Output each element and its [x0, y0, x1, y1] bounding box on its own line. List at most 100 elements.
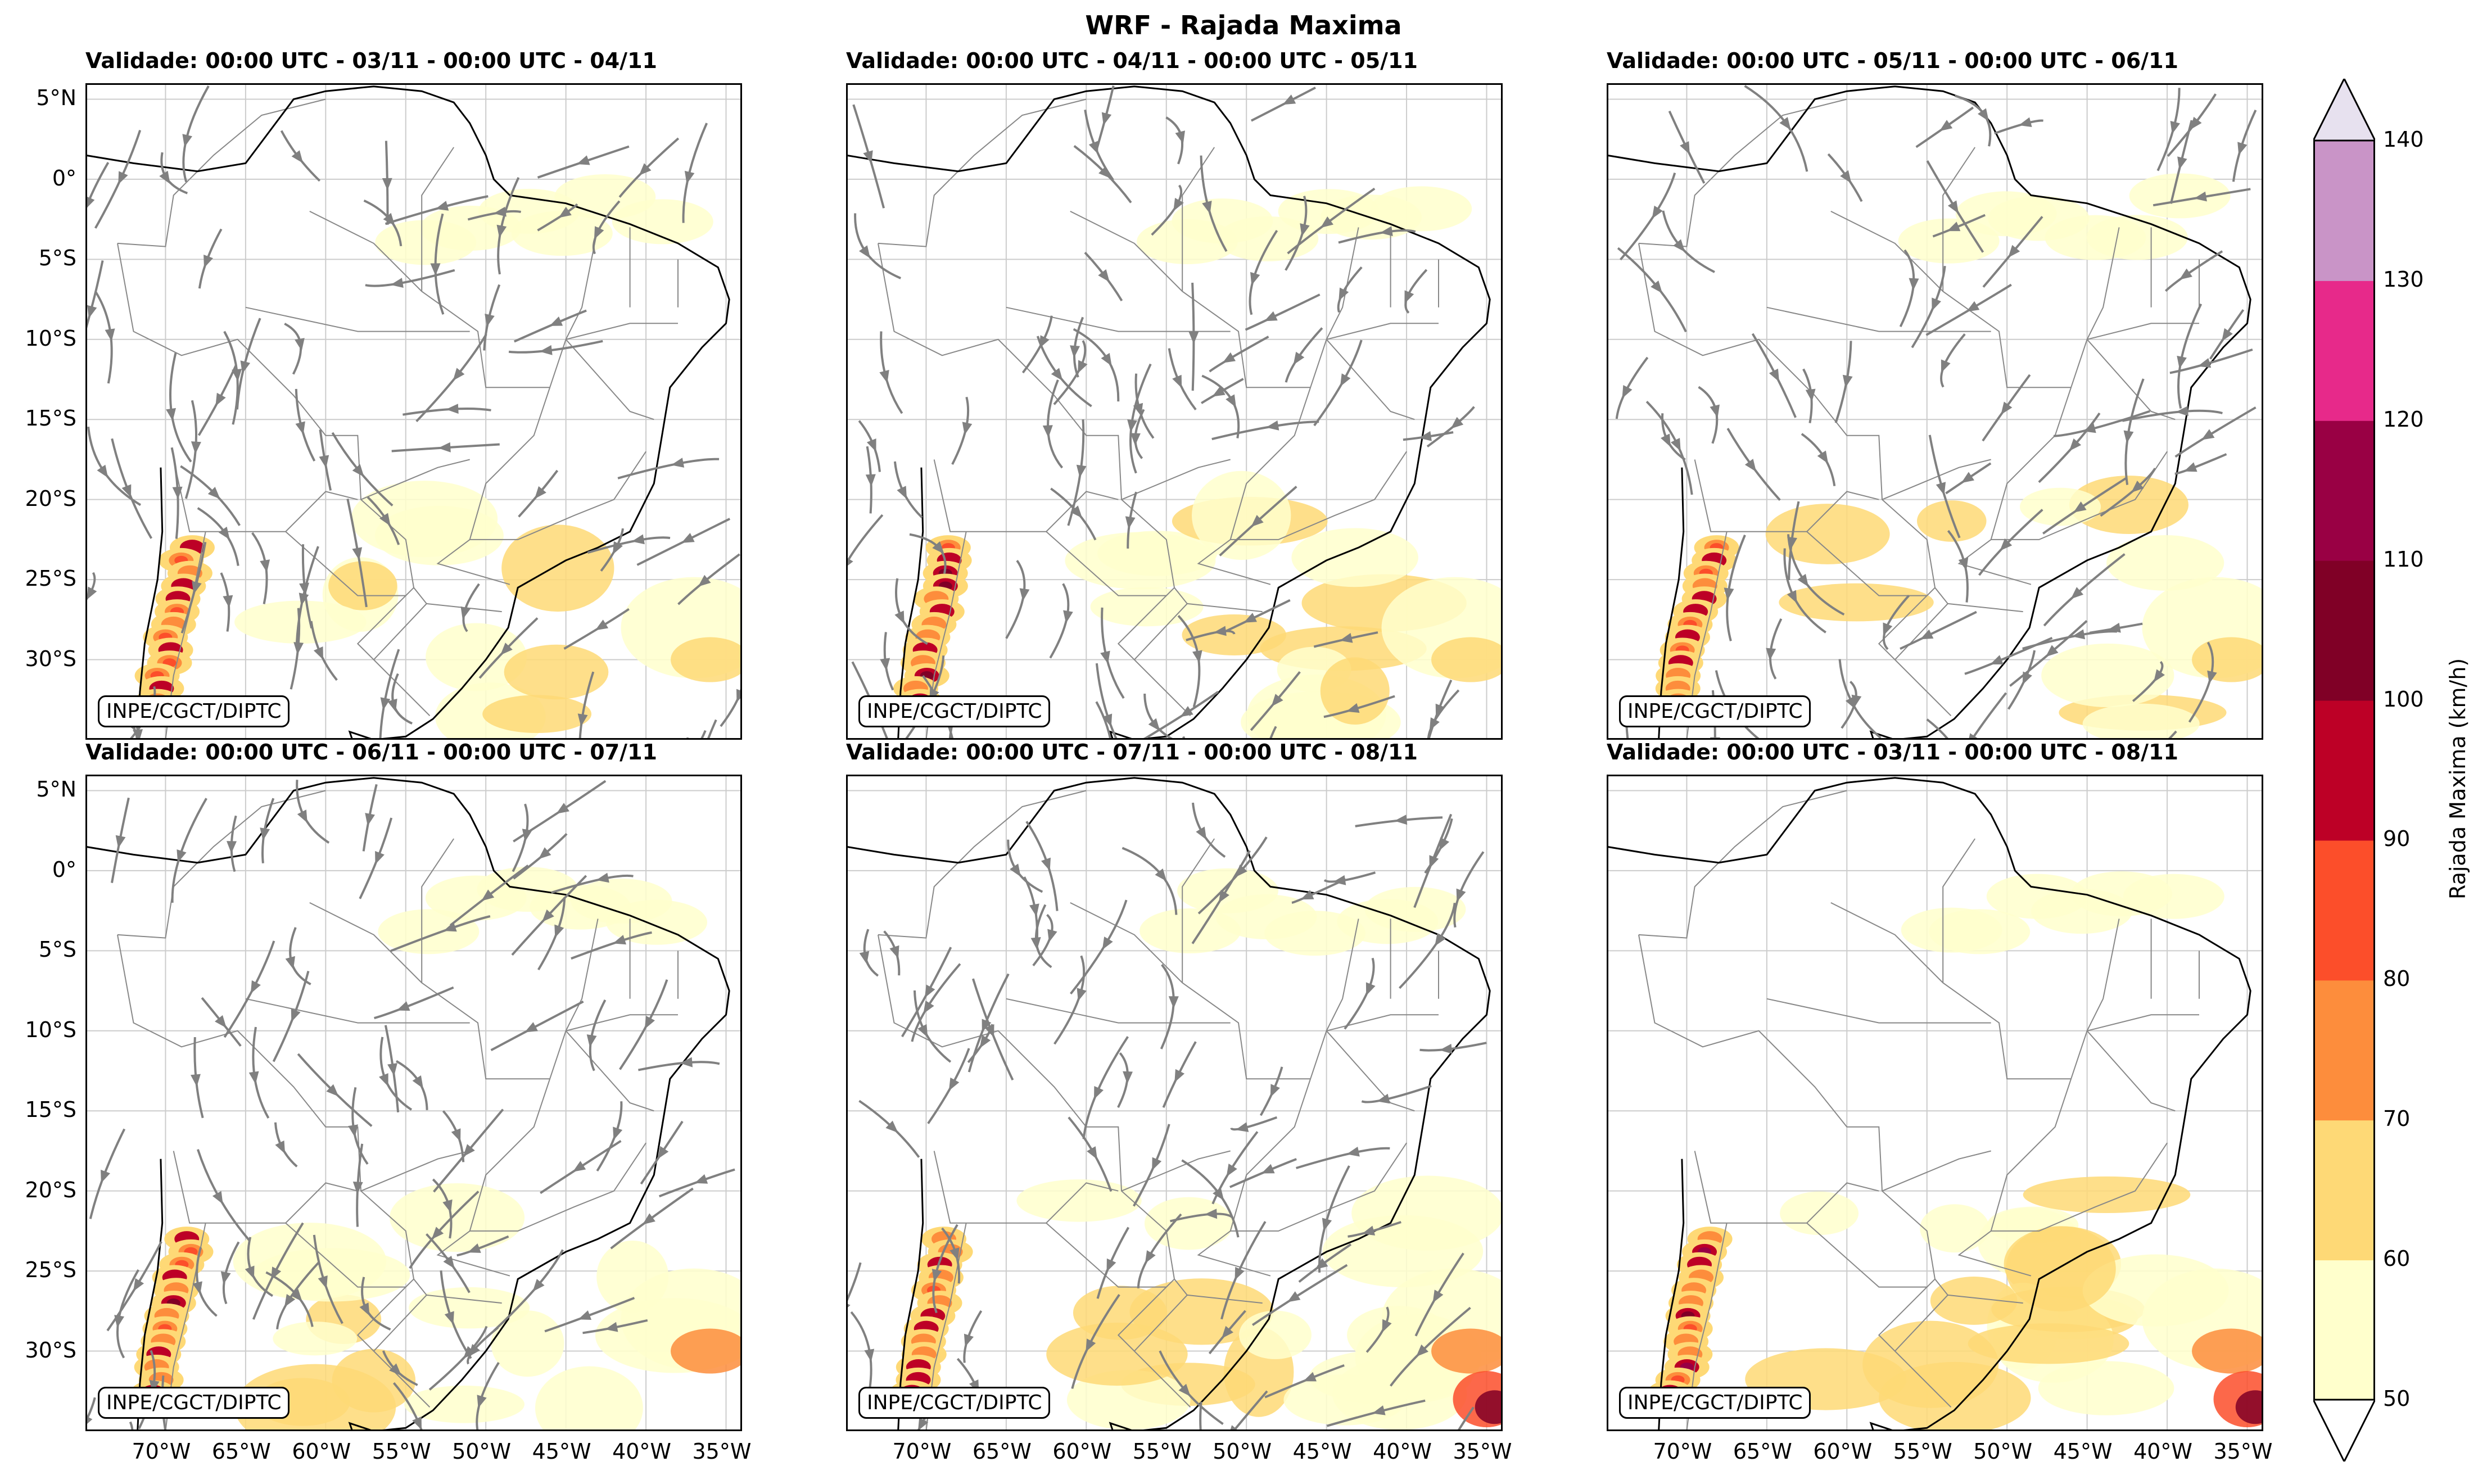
- wind-streamline: [169, 352, 192, 463]
- streamline-arrow: [383, 212, 395, 226]
- gust-shading-area: [2123, 874, 2224, 919]
- gust-shading-area: [1239, 1310, 1312, 1359]
- streamline-arrow: [105, 328, 115, 342]
- gust-shading-area: [671, 637, 742, 682]
- coastline: [846, 85, 1491, 740]
- wind-streamline: [272, 970, 310, 1062]
- streamline-arrow: [1029, 903, 1039, 917]
- streamline-arrow: [681, 533, 695, 543]
- streamline-arrow: [1416, 1344, 1428, 1357]
- colorbar-tick-label: 110: [2383, 546, 2424, 572]
- gust-shading-area: [426, 623, 527, 691]
- political-border: [1766, 998, 1991, 1024]
- streamline-arrow: [1300, 890, 1314, 900]
- credit-label: INPE/CGCT/DIPTC: [858, 1387, 1051, 1419]
- streamline-arrow: [379, 1073, 388, 1087]
- streamline-arrow: [1293, 351, 1305, 365]
- longitude-tick-label: 45°W: [2053, 1439, 2113, 1464]
- streamline-arrow: [1372, 1405, 1386, 1415]
- streamline-arrow: [671, 458, 685, 468]
- panel-title: Validade: 00:00 UTC - 03/11 - 00:00 UTC …: [1607, 740, 2178, 764]
- colorbar-segment: [2313, 560, 2375, 701]
- streamline-arrow: [1264, 311, 1278, 322]
- political-border: [1070, 902, 1439, 1080]
- streamline-arrow: [631, 534, 645, 545]
- streamline-arrow: [177, 849, 187, 863]
- streamline-arrow: [1978, 108, 1989, 121]
- political-border: [1882, 459, 1991, 500]
- wind-streamline: [1021, 315, 1053, 374]
- streamline-arrow: [1439, 1043, 1453, 1054]
- streamline-arrow: [917, 1024, 928, 1038]
- political-border: [245, 306, 470, 332]
- streamline-arrow: [166, 408, 176, 421]
- wind-streamline: [2043, 553, 2126, 627]
- credit-label: INPE/CGCT/DIPTC: [98, 695, 290, 727]
- political-border: [1942, 838, 1976, 983]
- streamline-arrow: [1840, 170, 1852, 183]
- streamline-arrow: [460, 606, 471, 620]
- political-border: [285, 531, 414, 596]
- streamline-arrow: [1805, 388, 1816, 402]
- streamline-arrow: [85, 1415, 93, 1426]
- streamline-arrow: [1266, 420, 1279, 431]
- gust-shading-area: [2038, 1361, 2174, 1415]
- longitude-tick-label: 55°W: [1893, 1439, 1952, 1464]
- streamline-arrow: [389, 1363, 402, 1376]
- gust-shading-area: [1144, 1197, 1233, 1250]
- latitude-tick-label: 0°: [52, 857, 76, 882]
- streamline-arrow: [595, 619, 609, 631]
- streamline-arrow: [1101, 352, 1112, 367]
- political-border: [565, 1030, 654, 1112]
- gust-shading-area: [2106, 535, 2224, 591]
- streamline-arrow: [1019, 588, 1030, 601]
- streamline-arrow: [1724, 587, 1734, 601]
- streamline-arrow: [159, 170, 170, 184]
- streamline-arrow: [1212, 386, 1226, 397]
- gust-shading-area: [2041, 643, 2174, 708]
- streamline-arrow: [2069, 438, 2082, 451]
- streamline-arrow: [2008, 245, 2020, 258]
- longitude-tick-label: 45°W: [532, 1439, 591, 1464]
- political-border: [565, 227, 599, 340]
- political-border: [1326, 339, 1415, 420]
- colorbar-tick-label: 140: [2383, 127, 2424, 152]
- streamline-arrow: [348, 1124, 358, 1138]
- streamline-arrow: [1287, 1291, 1301, 1302]
- streamline-arrow: [1168, 996, 1179, 1009]
- streamline-arrow: [859, 951, 870, 965]
- streamline-arrow: [1961, 472, 1974, 483]
- credit-label: INPE/CGCT/DIPTC: [98, 1387, 290, 1419]
- streamline-arrow: [1271, 694, 1283, 707]
- political-border: [1117, 1286, 1167, 1352]
- streamline-arrow: [1261, 1164, 1275, 1174]
- streamline-arrow: [864, 1349, 875, 1362]
- longitude-tick-label: 35°W: [1453, 1439, 1512, 1464]
- streamline-arrow: [115, 835, 126, 849]
- streamline-arrow: [1148, 718, 1160, 731]
- streamline-arrow: [500, 643, 513, 655]
- wind-streamline: [1095, 663, 1118, 740]
- streamline-arrow: [87, 305, 97, 319]
- political-border: [878, 790, 1087, 939]
- streamline-arrow: [880, 658, 890, 671]
- political-border: [1046, 531, 1175, 596]
- streamline-arrow: [121, 484, 132, 498]
- streamline-arrow: [1450, 417, 1464, 429]
- gust-shading-area: [1371, 186, 1472, 232]
- streamline-arrow: [313, 646, 323, 660]
- streamline-arrow: [1432, 1290, 1444, 1303]
- streamline-arrow: [1769, 368, 1779, 382]
- streamline-arrow: [846, 557, 853, 567]
- wind-streamline: [1269, 726, 1277, 740]
- streamline-arrow: [889, 945, 899, 959]
- streamline-arrow: [1076, 464, 1087, 478]
- streamline-arrow: [1235, 1266, 1245, 1281]
- latitude-tick-label: 30°S: [25, 1337, 76, 1363]
- wind-streamline: [1122, 847, 1178, 915]
- streamline-arrow: [918, 1417, 929, 1431]
- coastline: [1607, 85, 2251, 740]
- streamline-arrow: [644, 1016, 655, 1029]
- streamline-arrow: [2176, 406, 2188, 417]
- wind-streamline: [374, 986, 454, 1020]
